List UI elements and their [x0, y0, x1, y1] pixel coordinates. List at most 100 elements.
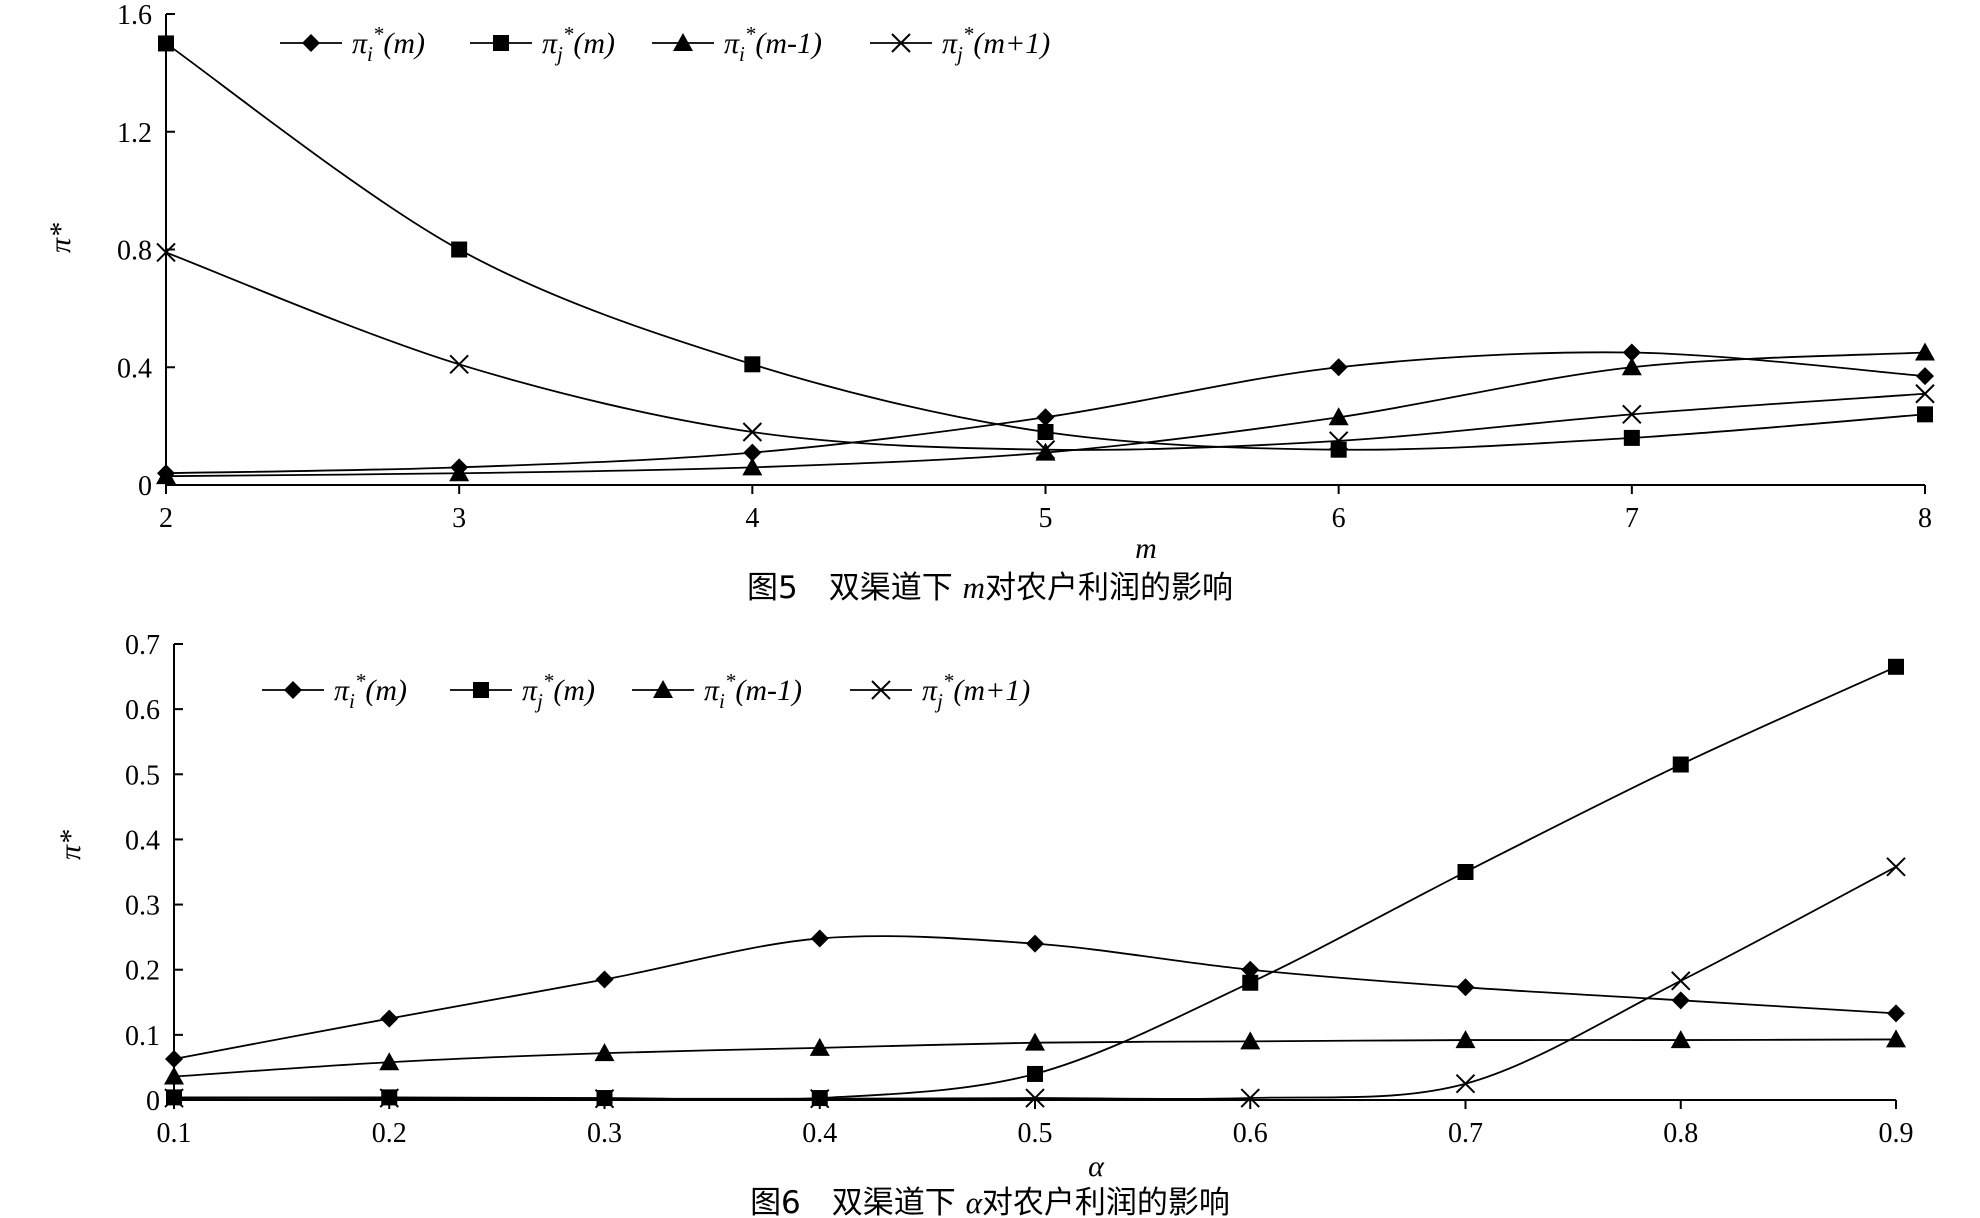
legend-label: πi*(m-1) [704, 669, 802, 713]
legend-entry: πi*(m-1) [632, 669, 802, 713]
legend-marker [673, 33, 693, 51]
x-tick-label: 8 [1918, 503, 1932, 534]
data-point [449, 463, 470, 482]
data-point [164, 1066, 184, 1085]
data-point [1455, 1074, 1476, 1094]
data-point [1670, 1030, 1691, 1049]
x-tick-label: 4 [745, 503, 759, 534]
y-tick-label: 0.6 [125, 695, 160, 726]
figure-caption: 图6 双渠道下 α对农户利润的影响 [750, 1185, 1230, 1218]
data-point [1623, 429, 1640, 446]
y-tick-label: 0 [138, 471, 152, 502]
data-point [1457, 864, 1474, 880]
series-triangle [164, 1029, 1906, 1085]
data-point [1672, 756, 1689, 773]
legend-marker [891, 33, 911, 53]
x-tick-label: 7 [1625, 503, 1639, 534]
legend-entry: πi*(m) [280, 22, 425, 66]
x-tick-label: 6 [1332, 503, 1346, 534]
y-tick-label: 1.6 [117, 0, 152, 31]
data-point [379, 1052, 400, 1071]
legend-entry: πj*(m) [470, 22, 615, 66]
data-point [1886, 1029, 1906, 1048]
y-tick-label: 0.8 [117, 236, 152, 267]
data-point [1671, 991, 1690, 1010]
data-point [1330, 441, 1347, 458]
data-point [1241, 960, 1260, 979]
data-point [1915, 342, 1935, 361]
data-point [594, 1043, 615, 1062]
y-tick-label: 0.7 [125, 630, 160, 661]
data-point [1887, 1004, 1905, 1023]
data-point [1026, 934, 1044, 953]
data-point [1456, 978, 1475, 997]
series-x [164, 857, 1906, 1109]
data-point [1455, 1030, 1476, 1049]
data-point [810, 1088, 830, 1109]
x-tick-label: 0.1 [157, 1118, 192, 1149]
data-point [809, 1037, 830, 1056]
data-point [1035, 439, 1056, 460]
data-point [1037, 424, 1054, 441]
data-point [810, 929, 829, 948]
data-point [1328, 407, 1349, 426]
series-square [158, 35, 1933, 458]
data-point [594, 1088, 615, 1109]
data-point [1329, 358, 1348, 377]
legend-entry: πj*(m) [450, 669, 595, 713]
data-point [156, 466, 176, 485]
data-point [1035, 442, 1056, 461]
figure-caption: 图5 双渠道下 m对农户利润的影响 [747, 570, 1233, 606]
y-axis-title: π* [44, 223, 77, 253]
data-point [1886, 857, 1906, 877]
chart-1: 0 0.4 0.8 1.2 1.6 2 3 4 5 6 7 8 π* m 图5 双渠道下 m对农户利润的影响… [44, 0, 1935, 606]
legend-label: πi*(m) [352, 22, 425, 66]
y-tick-label: 0.3 [125, 891, 160, 922]
data-point [1240, 1031, 1261, 1050]
y-tick-label: 1.2 [117, 118, 152, 149]
chart-2: 00.10.20.30.40.50.60.70.1 0.2 0.3 0.4 0.5 0.6… [54, 630, 1914, 1218]
legend-label: πj*(m+1) [922, 669, 1030, 713]
x-tick-label: 2 [159, 503, 173, 534]
data-point [380, 1009, 399, 1028]
data-point [1622, 404, 1642, 425]
series-diamond [165, 929, 1905, 1068]
legend-marker [493, 35, 509, 51]
x-tick-label: 5 [1039, 503, 1053, 534]
legend-label: πi*(m-1) [724, 22, 822, 66]
legend-label: πj*(m) [522, 669, 595, 713]
x-tick-label: 0.3 [587, 1118, 622, 1149]
series-line [173, 865, 1897, 1100]
data-point [164, 1088, 184, 1108]
data-point [165, 1049, 183, 1068]
series-x [156, 242, 1935, 460]
x-tick-label: 0.8 [1663, 1118, 1698, 1149]
y-tick-label: 0.4 [117, 353, 152, 384]
x-tick-label: 3 [452, 503, 466, 534]
y-tick-label: 0.4 [125, 825, 160, 856]
series-line [165, 42, 1926, 451]
legend-marker [871, 680, 891, 700]
y-axis-title: π* [54, 830, 87, 860]
legend-entry: πi*(m-1) [652, 22, 822, 66]
legend-label: πi*(m) [334, 669, 407, 713]
data-point [1036, 408, 1055, 427]
data-point [1027, 1065, 1043, 1082]
data-point [449, 354, 469, 375]
x-tick-label: 0.9 [1879, 1118, 1914, 1149]
data-point [451, 241, 468, 258]
data-point [1888, 658, 1904, 675]
data-point [1671, 971, 1691, 991]
data-point [744, 356, 761, 373]
data-point [1917, 406, 1933, 423]
data-point [1622, 343, 1641, 362]
legend-label: πj*(m+1) [942, 22, 1050, 66]
y-tick-label: 0.1 [125, 1021, 160, 1052]
y-tick-label: 0 [146, 1086, 160, 1117]
data-point [1025, 1032, 1045, 1051]
legend-marker [284, 681, 302, 699]
legend-marker [302, 34, 320, 52]
data-point [1328, 431, 1349, 451]
series-triangle [156, 342, 1935, 485]
